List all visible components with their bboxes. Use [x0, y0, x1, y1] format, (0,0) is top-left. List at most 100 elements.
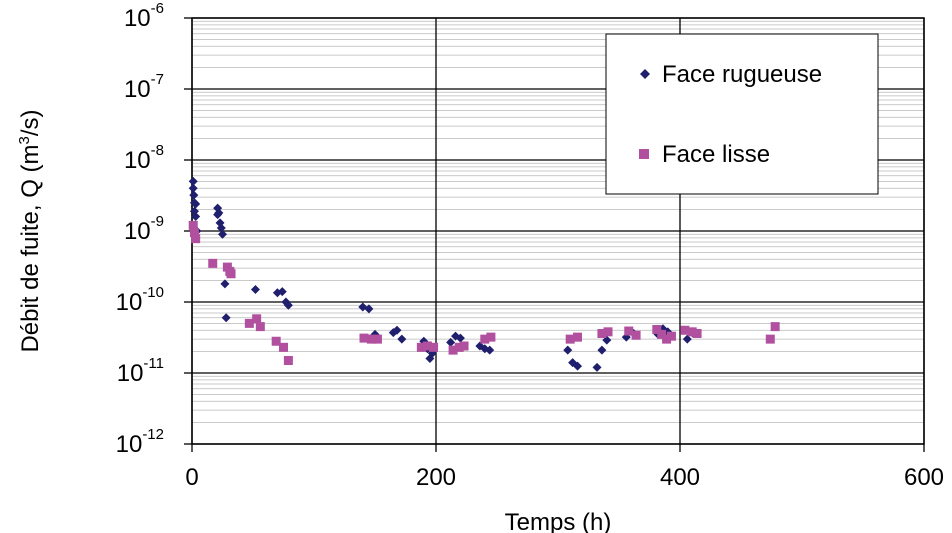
data-point-face-lisse — [687, 327, 697, 337]
data-point-face-lisse — [188, 220, 198, 230]
x-axis-title: Temps (h) — [505, 509, 612, 533]
data-point-face-lisse — [765, 334, 775, 344]
data-point-face-lisse — [255, 322, 265, 332]
y-tick-exponent: -10 — [142, 284, 164, 301]
data-point-face-rugueuse — [682, 334, 692, 344]
data-point-face-lisse — [666, 331, 676, 341]
data-point-face-lisse — [573, 332, 583, 342]
data-point-face-rugueuse — [485, 345, 495, 355]
y-tick-label: 10-10 — [116, 284, 164, 316]
data-point-face-rugueuse — [188, 183, 198, 193]
data-point-face-lisse — [486, 332, 496, 342]
data-point-face-lisse — [692, 329, 702, 339]
data-point-face-rugueuse — [397, 334, 407, 344]
data-point-face-lisse — [271, 336, 281, 346]
y-tick-base: 10 — [124, 5, 151, 32]
legend-marker-face-rugueuse — [640, 69, 650, 79]
y-tick-label: 10-11 — [117, 355, 164, 387]
data-point-face-lisse — [597, 329, 607, 339]
y-tick-exponent: -11 — [143, 355, 164, 372]
y-tick-exponent: -9 — [151, 213, 164, 230]
data-point-face-lisse — [652, 324, 662, 334]
data-point-face-lisse — [422, 341, 432, 351]
y-tick-exponent: -6 — [151, 0, 164, 17]
y-axis-title: Débit de fuite, Q (m3/s) — [16, 109, 44, 352]
data-point-face-lisse — [680, 325, 690, 335]
data-point-face-lisse — [226, 269, 236, 279]
legend-box — [605, 33, 879, 195]
y-tick-base: 10 — [124, 147, 151, 174]
y-tick-exponent: -8 — [151, 142, 164, 159]
data-point-face-lisse — [279, 342, 288, 352]
data-point-face-lisse — [283, 355, 293, 365]
data-point-face-lisse — [244, 318, 254, 328]
data-point-face-rugueuse — [214, 208, 224, 218]
x-tick-label: 0 — [185, 464, 198, 491]
x-tick-label: 600 — [904, 464, 944, 491]
x-tick-label: 400 — [660, 464, 700, 491]
y-tick-label: 10-7 — [124, 71, 164, 103]
data-point-face-rugueuse — [221, 313, 231, 323]
data-point-face-rugueuse — [277, 287, 287, 297]
data-points — [188, 176, 780, 372]
x-axis-ticks: 0 200 400 600 — [185, 444, 944, 491]
data-point-face-lisse — [359, 333, 369, 343]
data-point-face-rugueuse — [446, 337, 456, 347]
data-point-face-lisse — [624, 326, 634, 336]
data-point-face-lisse — [448, 345, 458, 355]
y-tick-base: 10 — [124, 76, 151, 103]
x-tick-label: 200 — [416, 464, 456, 491]
y-tick-base: 10 — [116, 289, 143, 316]
data-point-face-rugueuse — [250, 284, 260, 294]
data-point-face-lisse — [657, 329, 667, 339]
data-point-face-rugueuse — [283, 300, 293, 310]
data-point-face-lisse — [252, 314, 262, 324]
y-tick-label: 10-9 — [124, 213, 164, 245]
data-point-face-lisse — [366, 334, 376, 344]
y-tick-label: 10-12 — [116, 426, 164, 458]
data-point-face-rugueuse — [220, 279, 230, 289]
data-point-face-rugueuse — [188, 176, 198, 186]
data-point-face-lisse — [603, 327, 613, 337]
data-point-face-rugueuse — [191, 212, 201, 222]
data-point-face-rugueuse — [597, 345, 607, 355]
data-point-face-lisse — [631, 330, 641, 340]
y-tick-label: 10-6 — [124, 0, 164, 32]
y-tick-base: 10 — [117, 360, 144, 387]
data-point-face-rugueuse — [563, 345, 573, 355]
data-point-face-lisse — [372, 334, 382, 344]
y-axis-title-tail: /s) — [17, 109, 44, 136]
legend-label-face-rugueuse: Face rugueuse — [662, 61, 822, 88]
y-axis-title-sup: 3 — [16, 136, 33, 144]
data-point-face-lisse — [429, 342, 439, 352]
data-point-face-rugueuse — [364, 304, 374, 314]
data-point-face-lisse — [480, 334, 490, 344]
data-point-face-lisse — [208, 258, 218, 268]
data-point-face-rugueuse — [592, 362, 602, 372]
legend: Face rugueuse Face lisse — [605, 33, 879, 195]
data-point-face-rugueuse — [189, 190, 199, 200]
data-point-face-lisse — [189, 228, 199, 238]
data-point-face-rugueuse — [392, 325, 402, 335]
data-point-face-lisse — [662, 334, 672, 344]
series-1 — [188, 220, 780, 365]
data-point-face-lisse — [416, 342, 426, 352]
data-point-face-lisse — [770, 322, 780, 332]
data-point-face-lisse — [191, 234, 201, 244]
data-point-face-rugueuse — [191, 199, 201, 209]
data-point-face-lisse — [459, 341, 469, 351]
y-tick-exponent: -7 — [151, 71, 164, 88]
data-point-face-lisse — [565, 334, 575, 344]
data-point-face-rugueuse — [455, 333, 465, 343]
data-point-face-rugueuse — [218, 229, 227, 239]
legend-label-face-lisse: Face lisse — [662, 141, 770, 168]
data-point-face-rugueuse — [216, 223, 226, 233]
y-tick-base: 10 — [116, 431, 143, 458]
y-tick-exponent: -12 — [142, 426, 164, 443]
y-tick-base: 10 — [124, 218, 151, 245]
y-axis-title-main: Débit de fuite, Q (m — [17, 144, 44, 352]
y-tick-label: 10-8 — [124, 142, 164, 174]
data-point-face-rugueuse — [573, 361, 583, 371]
